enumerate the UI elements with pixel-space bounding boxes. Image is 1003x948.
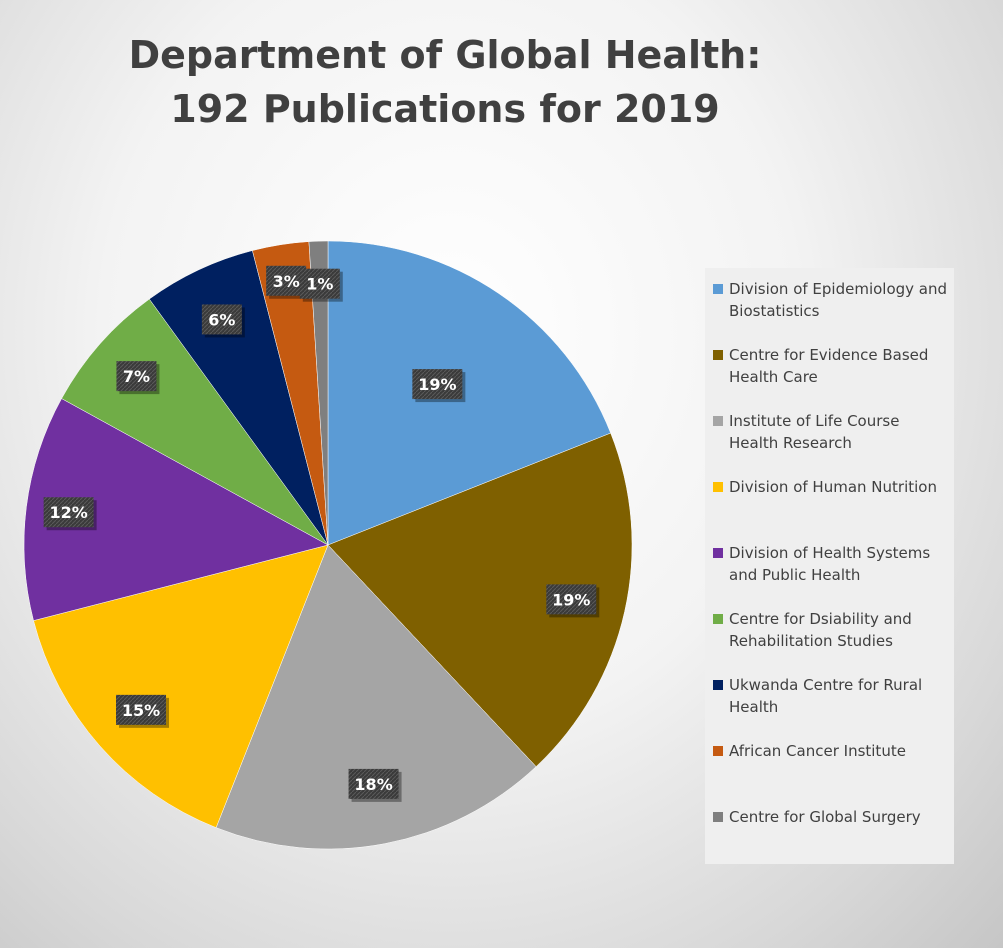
legend-swatch	[713, 284, 723, 294]
legend-swatch	[713, 812, 723, 822]
data-label-3: 18%	[348, 768, 402, 802]
legend-item-1: Division of Epidemiology and Biostatisti…	[713, 278, 953, 322]
pie-slice-9	[308, 240, 329, 546]
data-label-box	[348, 768, 399, 799]
legend-label: Centre for Evidence Based Health Care	[729, 346, 929, 386]
data-label-box	[266, 265, 307, 296]
data-label-7: 6%	[201, 304, 245, 338]
data-label-text: 19%	[552, 590, 590, 609]
legend-label: Institute of Life Course Health Research	[729, 412, 900, 452]
pie-data-labels: 19% 19% 18% 15% 12% 7% 6% 3% 1%	[43, 265, 600, 802]
data-label-text: 19%	[418, 375, 456, 394]
legend-item-3: Institute of Life Course Health Research	[713, 410, 953, 454]
legend-item-2: Centre for Evidence Based Health Care	[713, 344, 953, 388]
chart-title-line-2: 192 Publications for 2019	[170, 87, 720, 131]
legend-item-8: African Cancer Institute	[713, 740, 953, 762]
data-label-box	[43, 497, 94, 528]
legend-item-6: Centre for Dsiability and Rehabilitation…	[713, 608, 953, 652]
data-label-box	[116, 361, 157, 392]
legend-item-4: Division of Human Nutrition	[713, 476, 953, 498]
chart-title: Department of Global Health: 192 Publica…	[0, 28, 890, 136]
pie-slice-4	[33, 544, 329, 828]
legend-label: Ukwanda Centre for Rural Health	[729, 676, 923, 716]
pie-slice-1	[327, 240, 611, 546]
legend-item-7: Ukwanda Centre for Rural Health	[713, 674, 953, 718]
chart-title-line-1: Department of Global Health:	[128, 33, 762, 77]
data-label-box	[116, 694, 167, 725]
legend-swatch	[713, 614, 723, 624]
legend-swatch	[713, 482, 723, 492]
pie-slice-5	[23, 398, 329, 621]
legend-label: African Cancer Institute	[729, 742, 906, 760]
pie-slice-6	[61, 298, 329, 546]
data-label-text: 6%	[208, 310, 235, 329]
data-label-4: 15%	[116, 694, 170, 728]
legend-item-5: Division of Health Systems and Public He…	[713, 542, 953, 586]
data-label-box	[201, 304, 242, 335]
legend-label: Centre for Global Surgery	[729, 808, 921, 826]
legend-swatch	[713, 350, 723, 360]
data-label-box	[546, 584, 597, 615]
data-label-text: 18%	[354, 775, 392, 794]
pie-slices	[23, 240, 633, 850]
data-label-1: 19%	[412, 369, 466, 403]
data-label-text: 7%	[123, 367, 150, 386]
legend-label: Division of Health Systems and Public He…	[729, 544, 931, 584]
legend-label: Division of Epidemiology and Biostatisti…	[729, 280, 948, 320]
data-label-5: 12%	[43, 497, 97, 531]
legend-label: Centre for Dsiability and Rehabilitation…	[729, 610, 912, 650]
data-label-text: 3%	[273, 272, 300, 291]
legend-item-9: Centre for Global Surgery	[713, 806, 953, 828]
legend-label: Division of Human Nutrition	[729, 478, 937, 496]
legend: Division of Epidemiology and Biostatisti…	[705, 268, 954, 864]
legend-swatch	[713, 746, 723, 756]
data-label-2: 19%	[546, 584, 600, 618]
legend-swatch	[713, 680, 723, 690]
pie-slice-2	[327, 432, 633, 767]
pie-slice-3	[215, 544, 537, 850]
data-label-9: 1%	[299, 268, 343, 302]
legend-swatch	[713, 548, 723, 558]
data-label-box	[412, 369, 463, 400]
data-label-text: 1%	[306, 275, 333, 294]
data-label-text: 12%	[49, 503, 87, 522]
data-label-text: 15%	[122, 701, 160, 720]
data-label-box	[299, 268, 340, 299]
data-label-6: 7%	[116, 361, 160, 395]
legend-swatch	[713, 416, 723, 426]
